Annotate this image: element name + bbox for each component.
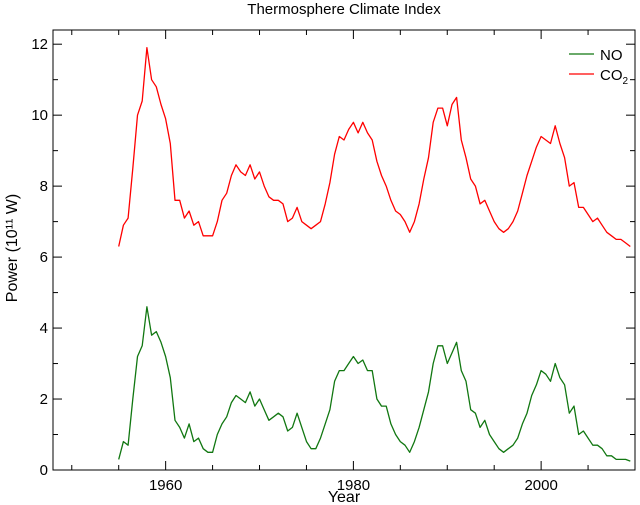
y-tick-label: 4 xyxy=(40,320,48,337)
legend-label: NO xyxy=(600,47,623,64)
chart-title: Thermosphere Climate Index xyxy=(247,1,441,18)
x-axis-title: Year xyxy=(328,489,361,505)
legend-label: CO2 xyxy=(600,67,629,87)
series-layer xyxy=(118,47,631,462)
y-tick-label: 2 xyxy=(40,391,48,408)
y-tick-label: 10 xyxy=(31,107,48,124)
series-line-no xyxy=(118,306,631,462)
y-tick-label: 6 xyxy=(40,249,48,266)
x-tick-label: 1980 xyxy=(337,477,370,494)
series-line-co2 xyxy=(118,47,631,248)
y-tick-label: 8 xyxy=(40,178,48,195)
y-axis-title: Power (10¹¹ W) xyxy=(4,194,21,302)
ticks-layer: 1960 1980 2000 0 2 4 6 8 10 12 xyxy=(31,30,636,494)
x-tick-label: 2000 xyxy=(524,477,557,494)
plot-frame xyxy=(52,29,636,471)
y-tick-label: 0 xyxy=(40,462,48,479)
legend: NO CO2 xyxy=(569,47,629,87)
y-tick-label: 12 xyxy=(31,36,48,53)
x-tick-label: 1960 xyxy=(149,477,182,494)
